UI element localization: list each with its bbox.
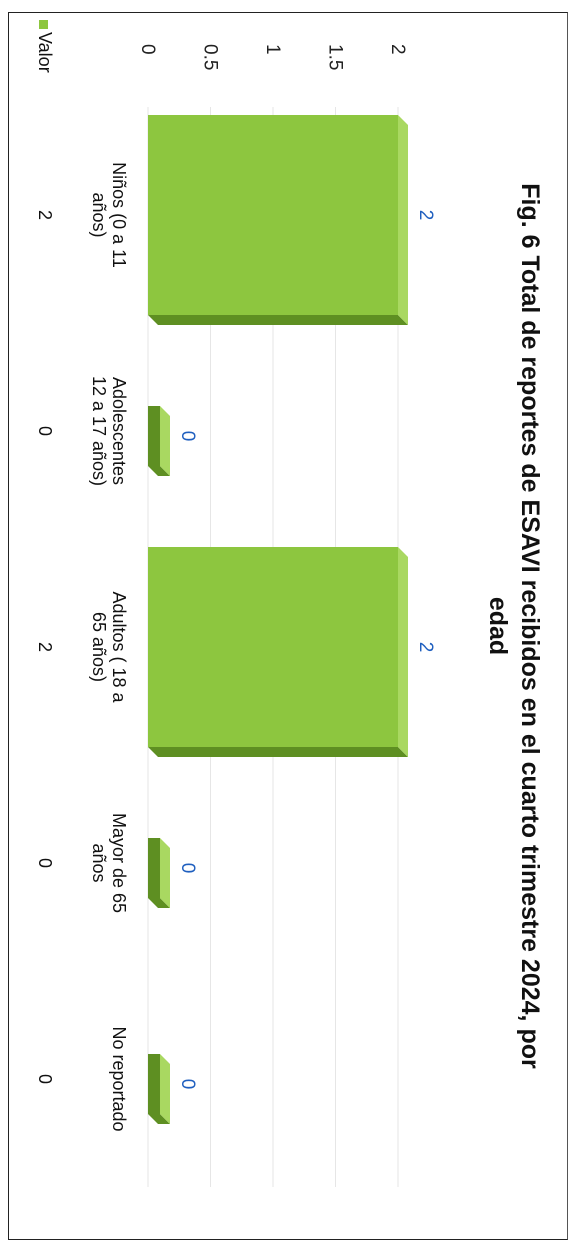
bar xyxy=(148,115,398,315)
chart-title-line2: edad xyxy=(484,597,512,655)
chart-frame xyxy=(8,12,568,1240)
y-tick-label: 1 xyxy=(262,44,283,55)
data-label: 2 xyxy=(415,210,436,221)
data-label: 0 xyxy=(177,431,198,442)
bar xyxy=(148,1054,160,1114)
data-table-row: Valor 2 0 2 0 0 xyxy=(35,20,55,1084)
bar xyxy=(148,838,160,898)
table-value: 0 xyxy=(35,426,55,436)
category-label: años xyxy=(89,843,109,882)
bar-top xyxy=(398,115,408,325)
y-axis-ticks: 0 0.5 1 1.5 2 xyxy=(137,44,408,70)
category-label: Niños (0 a 11 xyxy=(109,162,129,268)
y-tick-label: 0.5 xyxy=(200,44,221,70)
category-label: años) xyxy=(89,192,109,237)
y-tick-label: 1.5 xyxy=(325,44,346,70)
table-value: 0 xyxy=(35,1074,55,1084)
bar-top xyxy=(160,1054,170,1124)
y-tick-label: 0 xyxy=(137,44,158,55)
y-tick-label: 2 xyxy=(387,44,408,55)
category-label: Mayor de 65 xyxy=(109,813,129,913)
data-label: 2 xyxy=(415,642,436,653)
data-label: 0 xyxy=(177,863,198,874)
bar-side xyxy=(148,466,170,476)
bar-side xyxy=(148,1114,170,1124)
bar-top xyxy=(398,547,408,757)
bar-side xyxy=(148,315,408,325)
bar-top xyxy=(160,406,170,476)
category-label: Adolescentes xyxy=(109,377,129,485)
chart-title-line1: Fig. 6 Total de reportes de ESAVI recibi… xyxy=(516,183,544,1069)
legend-swatch xyxy=(39,20,48,29)
bar-top xyxy=(160,838,170,908)
table-value: 2 xyxy=(35,210,55,220)
chart-canvas: Fig. 6 Total de reportes de ESAVI recibi… xyxy=(8,12,568,1240)
table-value: 0 xyxy=(35,858,55,868)
bar-chart: Fig. 6 Total de reportes de ESAVI recibi… xyxy=(35,20,544,1187)
bar-side xyxy=(148,898,170,908)
category-label: 65 años) xyxy=(89,612,109,682)
data-label: 0 xyxy=(177,1079,198,1090)
legend-series-name: Valor xyxy=(35,32,55,73)
bar xyxy=(148,547,398,747)
bar xyxy=(148,406,160,466)
category-label: Adultos ( 18 a xyxy=(109,591,129,703)
bar-side xyxy=(148,747,408,757)
category-label: No reportado xyxy=(109,1026,129,1131)
bars: 2 0 2 0 0 xyxy=(148,115,436,1124)
category-label: 12 a 17 años) xyxy=(89,376,109,486)
table-value: 2 xyxy=(35,642,55,652)
